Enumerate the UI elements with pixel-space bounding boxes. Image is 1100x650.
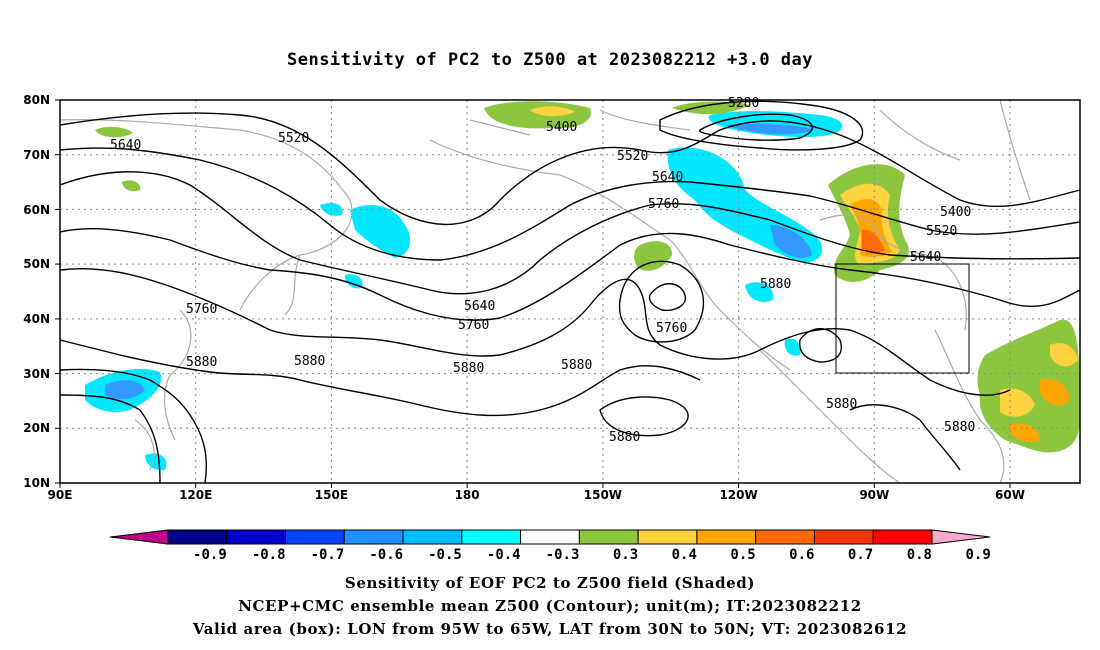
contour-label: 5880 (453, 361, 484, 376)
colorbar-cell (872, 529, 933, 545)
contour-labels: 5280 5400 5520 5640 5400 5520 5640 5760 … (110, 96, 975, 445)
caption-line-2: NCEP+CMC ensemble mean Z500 (Contour); u… (238, 597, 862, 615)
colorbar-cell (813, 529, 874, 545)
contour-label: 5640 (464, 299, 495, 314)
lon-label: 120W (719, 488, 757, 502)
lon-label: 120E (179, 488, 212, 502)
lat-label: 10N (23, 476, 50, 490)
lat-label: 60N (23, 203, 50, 217)
chart-title: Sensitivity of PC2 to Z500 at 2023082212… (286, 50, 813, 70)
colorbar-label: -0.3 (546, 547, 580, 563)
colorbar: -0.9 -0.8 -0.7 -0.6 -0.5 -0.4 -0.3 0.3 0.4 0.5 0.6… (109, 529, 991, 563)
colorbar-cell (755, 529, 815, 545)
contour-label: 5880 (826, 397, 857, 412)
lon-label: 150W (584, 488, 622, 502)
contour-label: 5760 (186, 302, 217, 317)
contour-label: 5520 (617, 149, 648, 164)
lon-label: 180 (455, 488, 480, 502)
colorbar-label: -0.4 (487, 547, 521, 563)
colorbar-cell (167, 529, 228, 545)
colorbar-cell (226, 529, 287, 545)
lon-label: 150E (315, 488, 348, 502)
map-area (60, 100, 1080, 483)
lon-label: 90W (859, 488, 889, 502)
colorbar-cell (343, 529, 404, 545)
sensitivity-shading (85, 101, 1080, 471)
colorbar-label: -0.7 (311, 547, 345, 563)
contour-label: 5760 (656, 321, 687, 336)
contour-label: 5400 (940, 205, 971, 220)
colorbar-cell (520, 529, 580, 545)
contour-label: 5640 (110, 138, 141, 153)
contour-label: 5880 (294, 354, 325, 369)
lon-label: 90E (48, 488, 73, 502)
colorbar-cell (402, 529, 463, 545)
colorbar-cell (931, 529, 991, 545)
colorbar-cell (109, 529, 169, 545)
contour-label: 5640 (652, 170, 683, 185)
contour-label: 5520 (926, 224, 957, 239)
lat-label: 30N (23, 367, 50, 381)
colorbar-label: 0.5 (730, 547, 755, 563)
contour-label: 5400 (546, 120, 577, 135)
caption-line-3: Valid area (box): LON from 95W to 65W, L… (192, 620, 908, 638)
contour-label: 5280 (728, 96, 759, 111)
colorbar-label: 0.6 (789, 547, 814, 563)
colorbar-label: 0.7 (848, 547, 873, 563)
contour-label: 5760 (458, 318, 489, 333)
contour-label: 5760 (648, 197, 679, 212)
contour-label: 5520 (278, 131, 309, 146)
lat-label: 50N (23, 257, 50, 271)
colorbar-cell (637, 529, 698, 545)
contour-label: 5880 (944, 420, 975, 435)
colorbar-label: -0.8 (252, 547, 286, 563)
map-frame (59, 99, 1081, 484)
contour-label: 5880 (609, 430, 640, 445)
colorbar-label: 0.4 (672, 547, 697, 563)
colorbar-cell (285, 529, 345, 545)
contour-label: 5640 (910, 250, 941, 265)
colorbar-cell (696, 529, 757, 545)
valid-area-box (835, 263, 970, 374)
lat-labels: 80N 70N 60N 50N 40N 30N 20N 10N (23, 93, 50, 490)
colorbar-label: 0.3 (613, 547, 638, 563)
colorbar-label: -0.9 (193, 547, 227, 563)
z500-contours (59, 100, 1081, 484)
lat-label: 40N (23, 312, 50, 326)
lat-label: 80N (23, 93, 50, 107)
coastlines (59, 99, 1031, 484)
lon-labels: 90E 120E 150E 180 150W 120W 90W 60W (48, 488, 1025, 502)
colorbar-cell (461, 529, 522, 545)
colorbar-label: 0.8 (907, 547, 932, 563)
contour-label: 5880 (561, 358, 592, 373)
colorbar-cell (578, 529, 639, 545)
lon-label: 60W (995, 488, 1025, 502)
colorbar-label: -0.6 (369, 547, 403, 563)
contour-label: 5880 (186, 355, 217, 370)
contour-label: 5880 (760, 277, 791, 292)
colorbar-label: -0.5 (428, 547, 462, 563)
lat-label: 20N (23, 421, 50, 435)
tick-marks (55, 99, 1011, 488)
colorbar-label: 0.9 (965, 547, 990, 563)
lat-label: 70N (23, 148, 50, 162)
caption-line-1: Sensitivity of EOF PC2 to Z500 field (Sh… (344, 574, 756, 592)
